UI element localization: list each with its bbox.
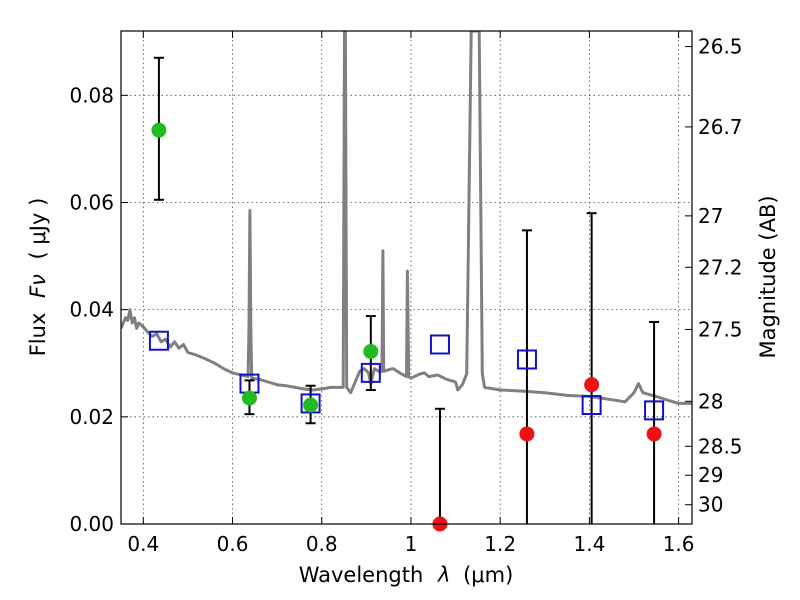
mag-tick-label: 26.5	[698, 35, 743, 59]
mag-tick-label: 30	[698, 493, 723, 517]
detection-point	[363, 343, 379, 359]
ticks: 0.4 0.6 0.8 1 1.2 1.4 1.6 0.00 0.02 0.04 0.06 0.08 2…	[69, 31, 743, 556]
mag-tick-label: 29	[698, 463, 723, 487]
nondetection-point	[584, 377, 600, 393]
y-tick-label: 0.00	[69, 512, 114, 536]
model-photometry-square	[644, 400, 665, 421]
sed-model-layer	[121, 31, 692, 405]
model-photometry-square	[429, 334, 450, 355]
mag-tick-label: 26.7	[698, 115, 743, 139]
x-axis-label-text: Wavelength	[299, 563, 424, 587]
x-tick-label: 1.4	[573, 532, 605, 556]
y-axis-title: Flux Fν ( μJy )	[26, 198, 50, 357]
x-axis-title: Wavelength λ (μm)	[299, 563, 514, 587]
x-axis-symbol: λ	[437, 563, 450, 587]
right-axis-title: Magnitude (AB)	[756, 195, 780, 358]
photometry-layer	[151, 122, 662, 532]
x-tick-label: 1.2	[484, 532, 516, 556]
mag-tick-label: 27.5	[698, 317, 743, 341]
x-tick-label: 1	[405, 532, 418, 556]
model-photometry-square	[581, 395, 602, 416]
model-photometry-square	[148, 330, 169, 351]
y-tick-label: 0.02	[69, 405, 114, 429]
sed-model-line	[121, 31, 692, 405]
detection-point	[151, 122, 167, 138]
grid	[121, 31, 692, 524]
detection-point	[303, 397, 319, 413]
y-axis-unit: ( μJy )	[26, 198, 50, 260]
x-tick-label: 0.4	[127, 532, 159, 556]
x-tick-label: 1.6	[663, 532, 695, 556]
y-axis-symbol: Fν	[26, 274, 50, 298]
y-axis-label-text: Flux	[26, 313, 50, 357]
model-photometry-layer	[148, 330, 665, 421]
mag-tick-label: 28	[698, 389, 723, 413]
mag-tick-label: 27.2	[698, 255, 743, 279]
y-tick-label: 0.06	[69, 190, 114, 214]
mag-tick-label: 28.5	[698, 434, 743, 458]
detection-point	[241, 390, 257, 406]
y-tick-label: 0.08	[69, 83, 114, 107]
y-tick-label: 0.04	[69, 298, 114, 322]
nondetection-point	[646, 426, 662, 442]
x-axis-unit: (μm)	[463, 563, 513, 587]
plot-frame	[120, 30, 693, 525]
x-tick-label: 0.6	[217, 532, 249, 556]
mag-tick-label: 27	[698, 204, 723, 228]
x-tick-label: 0.8	[306, 532, 338, 556]
model-photometry-square	[360, 362, 381, 383]
model-photometry-square	[516, 349, 537, 370]
nondetection-point	[519, 426, 535, 442]
